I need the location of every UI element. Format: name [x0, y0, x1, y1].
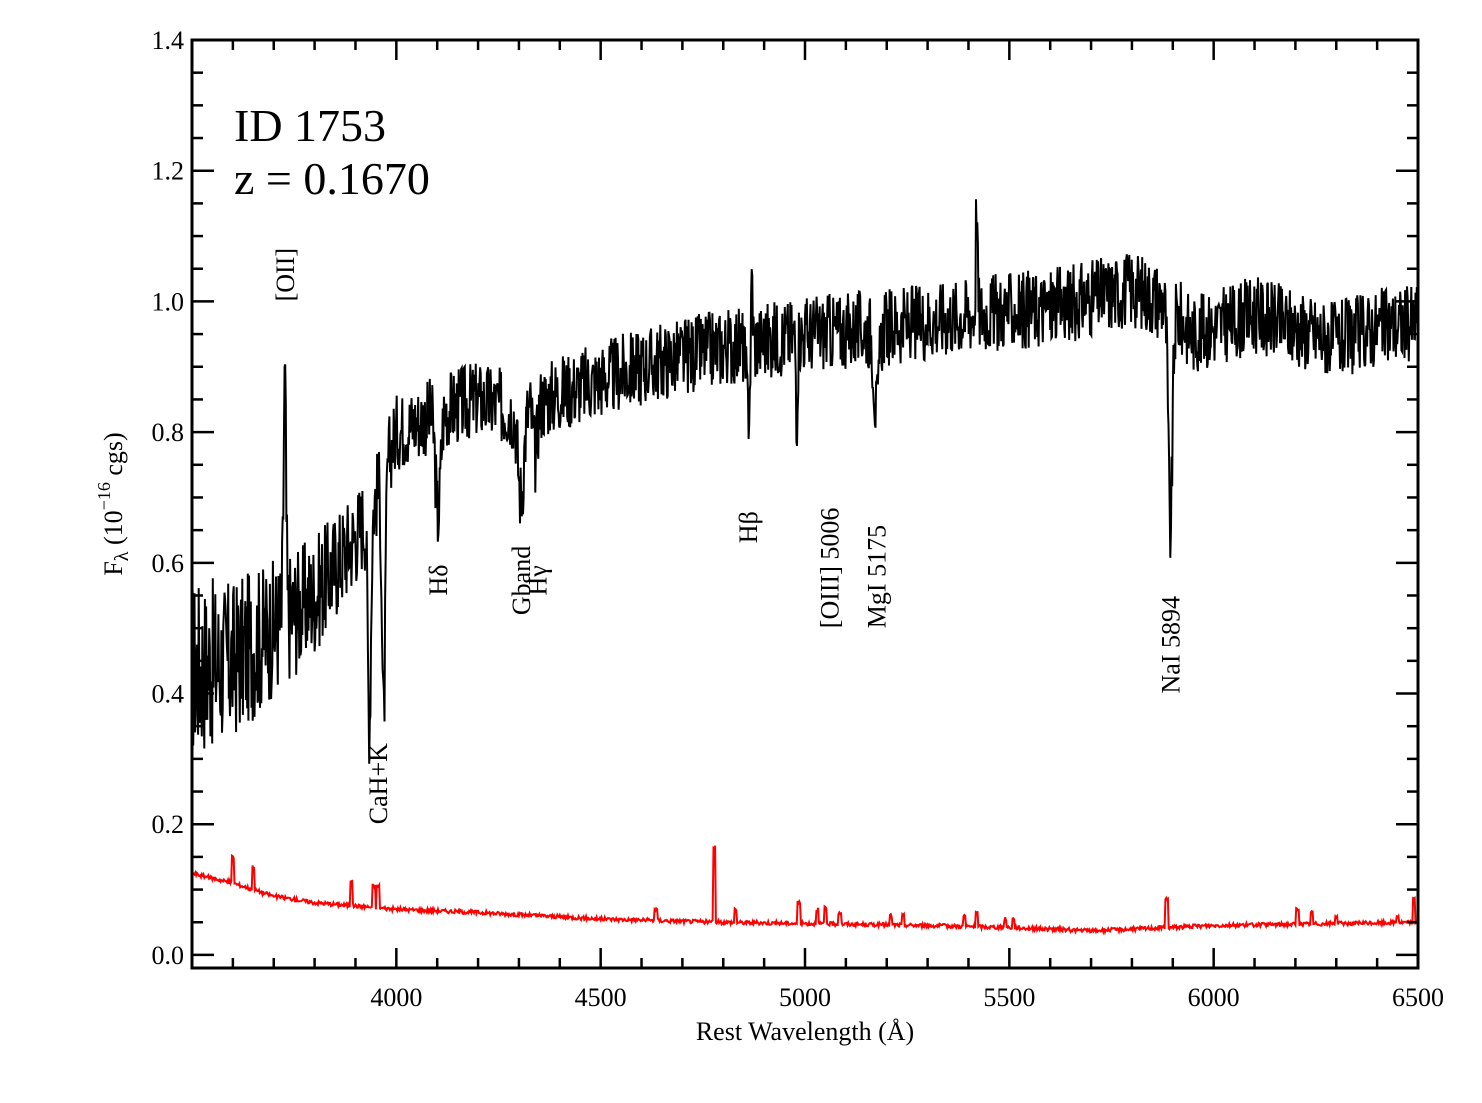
- y-tick-label: 1.2: [152, 157, 185, 186]
- x-tick-label: 5500: [983, 983, 1035, 1012]
- y-axis-title-exp: −16: [94, 482, 114, 510]
- x-axis-title: Rest Wavelength (Å): [696, 1017, 914, 1046]
- line-id-label: MgI 5175: [863, 525, 892, 628]
- x-tick-label: 4000: [370, 983, 422, 1012]
- line-id-label: NaI 5894: [1156, 596, 1185, 693]
- y-tick-label: 0.6: [152, 549, 185, 578]
- x-tick-label: 6500: [1392, 983, 1444, 1012]
- y-tick-label: 0.2: [152, 810, 185, 839]
- y-tick-label: 1.0: [152, 287, 185, 316]
- y-tick-label: 0.4: [152, 680, 185, 709]
- y-axis-title-sub: λ: [111, 551, 133, 561]
- y-tick-label: 0.0: [152, 941, 185, 970]
- plot-area: 4000 4500 5000 5500 6000 6500 0.0 0.2 0.4 0.6 0.8 1…: [152, 26, 1445, 1012]
- y-tick-label: 0.8: [152, 418, 185, 447]
- redshift-label: z = 0.1670: [234, 153, 430, 204]
- y-axis-title-cgs: cgs): [99, 432, 128, 482]
- line-id-label: [OII]: [271, 248, 300, 301]
- tick-layer: 4000 4500 5000 5500 6000 6500 0.0 0.2 0.4 0.6 0.8 1…: [152, 26, 1445, 1012]
- object-id-label: ID 1753: [234, 100, 386, 151]
- x-tick-label: 4500: [575, 983, 627, 1012]
- line-id-label: Hγ: [523, 565, 552, 595]
- spectrum-series-line: [192, 199, 1418, 764]
- y-axis-title-unit: (10: [99, 510, 128, 551]
- line-id-label: Gband: [507, 546, 536, 615]
- error-series-line: [192, 845, 1418, 936]
- y-tick-label: 1.4: [152, 26, 185, 55]
- x-tick-label: 5000: [779, 983, 831, 1012]
- line-id-label: Hβ: [734, 511, 763, 543]
- line-id-label: CaH+K: [364, 743, 393, 824]
- y-axis-title: Fλ (10−16 cgs): [94, 432, 133, 575]
- y-axis-title-f: F: [99, 561, 128, 575]
- series-layer: [192, 199, 1418, 936]
- line-id-label: [OIII] 5006: [816, 508, 845, 629]
- line-id-label: Hδ: [424, 564, 453, 595]
- x-tick-label: 6000: [1188, 983, 1240, 1012]
